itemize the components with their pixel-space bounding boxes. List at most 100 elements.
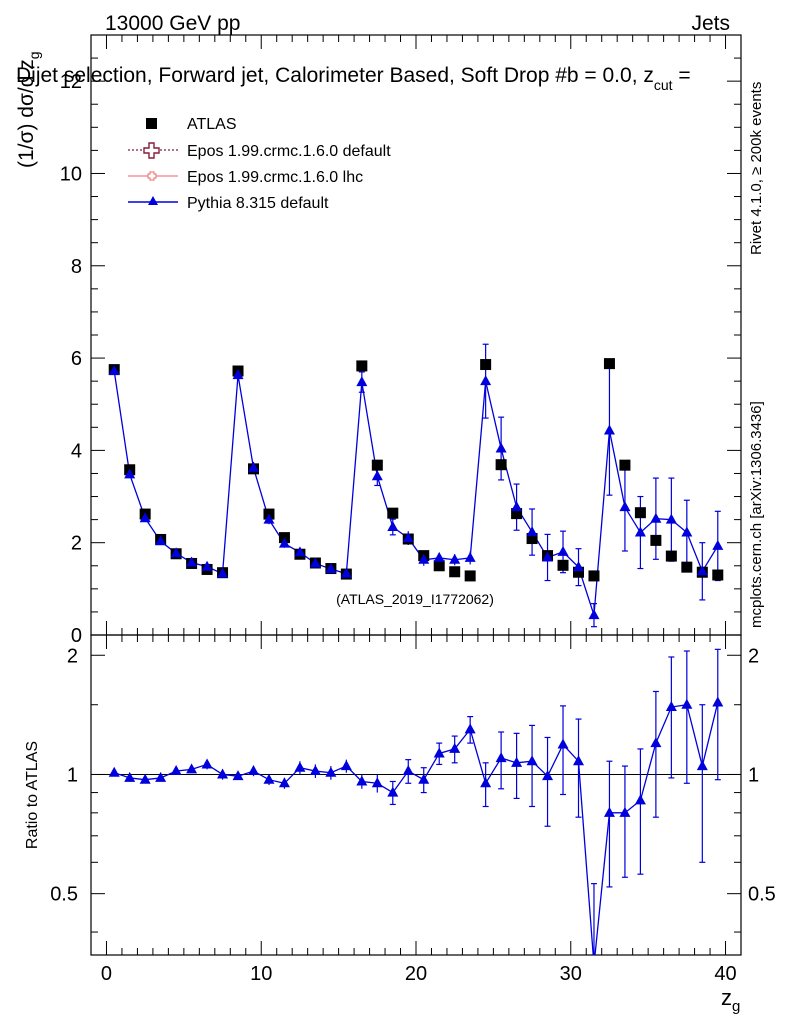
ratio-point bbox=[248, 765, 259, 776]
pythia-point bbox=[124, 468, 136, 479]
ratio-y-tick-label-right: 0.5 bbox=[748, 884, 776, 906]
x-tick-label: 20 bbox=[405, 963, 427, 985]
pythia-point bbox=[511, 501, 523, 512]
ratio-point bbox=[511, 756, 523, 767]
ratio-point bbox=[557, 738, 569, 749]
pythia-point bbox=[155, 535, 167, 546]
atlas-point bbox=[526, 533, 538, 545]
ratio-point bbox=[340, 760, 352, 771]
main-panel-data bbox=[108, 343, 724, 628]
atlas-point bbox=[480, 359, 492, 371]
x-tick-label: 10 bbox=[250, 963, 272, 985]
ratio-point bbox=[309, 765, 321, 776]
pythia-point bbox=[681, 526, 693, 537]
pythia-point bbox=[650, 512, 662, 523]
atlas-point bbox=[619, 459, 631, 471]
atlas-point bbox=[681, 561, 693, 573]
triangle-icon bbox=[148, 196, 158, 205]
y-tick-label: 4 bbox=[71, 440, 82, 462]
atlas-point bbox=[588, 570, 600, 582]
ratio-point bbox=[124, 771, 136, 782]
pythia-point bbox=[371, 470, 383, 481]
pythia-point bbox=[634, 526, 646, 537]
pythia-point bbox=[340, 567, 352, 578]
pythia-point bbox=[325, 563, 337, 573]
svg-text:Epos 1.99.crmc.1.6.0 lhc: Epos 1.99.crmc.1.6.0 lhc bbox=[187, 169, 363, 186]
atlas-point bbox=[665, 550, 677, 562]
x-axis-label: zg bbox=[721, 985, 740, 1015]
pythia-point bbox=[480, 375, 492, 386]
ratio-y-tick-label-right: 1 bbox=[748, 764, 759, 786]
ratio-point bbox=[696, 760, 708, 771]
ratio-point bbox=[139, 773, 151, 784]
pythia-point bbox=[573, 561, 584, 572]
pythia-point bbox=[712, 539, 724, 550]
analysis-watermark: (ATLAS_2019_I1772062) bbox=[336, 591, 494, 607]
ratio-point bbox=[449, 742, 461, 753]
legend-item-epos-default: Epos 1.99.crmc.1.6.0 default bbox=[128, 142, 391, 160]
ratio-point bbox=[495, 752, 507, 763]
ratio-point bbox=[278, 777, 290, 788]
pythia-point bbox=[433, 551, 445, 562]
ratio-point bbox=[588, 959, 599, 969]
ratio-y-axis-label: Ratio to ATLAS bbox=[24, 741, 41, 849]
pythia-point bbox=[542, 551, 554, 562]
ratio-y-tick-label-right: 2 bbox=[748, 645, 759, 667]
atlas-point bbox=[387, 507, 399, 519]
ratio-point bbox=[433, 747, 445, 758]
pythia-point bbox=[402, 532, 414, 543]
ratio-y-tick-label: 1 bbox=[67, 764, 78, 786]
legend: ATLAS Epos 1.99.crmc.1.6.0 default Epos … bbox=[128, 116, 391, 212]
y-tick-label: 8 bbox=[71, 256, 82, 278]
square-icon bbox=[146, 118, 157, 129]
atlas-point bbox=[356, 360, 368, 372]
ratio-point bbox=[294, 761, 306, 772]
ratio-point bbox=[232, 770, 244, 781]
ratio-point bbox=[418, 773, 430, 784]
atlas-point bbox=[511, 508, 523, 520]
pythia-point bbox=[603, 424, 615, 435]
ratio-point bbox=[480, 777, 492, 788]
legend-item-epos-lhc: Epos 1.99.crmc.1.6.0 lhc bbox=[128, 169, 363, 186]
ratio-point bbox=[650, 737, 662, 748]
pythia-point bbox=[418, 553, 430, 564]
ratio-point bbox=[603, 806, 615, 817]
pythia-point bbox=[557, 545, 569, 556]
rivet-version-label: Rivet 4.1.0, ≥ 200k events bbox=[748, 82, 765, 255]
ratio-line bbox=[114, 702, 719, 955]
svg-text:ATLAS: ATLAS bbox=[187, 116, 237, 133]
atlas-point bbox=[573, 566, 584, 578]
legend-item-pythia: Pythia 8.315 default bbox=[128, 195, 329, 212]
ratio-point bbox=[573, 755, 584, 766]
atlas-point bbox=[712, 569, 724, 581]
pythia-line bbox=[113, 370, 719, 616]
svg-text:Epos 1.99.crmc.1.6.0 default: Epos 1.99.crmc.1.6.0 default bbox=[187, 143, 391, 160]
pythia-point bbox=[665, 513, 677, 524]
pythia-point bbox=[356, 376, 368, 387]
data-layer bbox=[108, 343, 724, 969]
y-tick-label: 12 bbox=[60, 71, 82, 93]
pythia-point bbox=[248, 461, 259, 472]
pythia-point bbox=[108, 365, 120, 375]
pythia-point bbox=[309, 557, 321, 568]
pythia-point bbox=[217, 567, 229, 578]
main-y-axis-label: (1/σ) dσ/d zg bbox=[15, 51, 42, 168]
atlas-point bbox=[449, 566, 461, 578]
pythia-point bbox=[495, 442, 507, 453]
atlas-point bbox=[433, 560, 445, 572]
atlas-point bbox=[634, 507, 646, 519]
open-cross-icon bbox=[143, 142, 160, 159]
ratio-point bbox=[387, 786, 399, 797]
ratio-panel-frame bbox=[90, 634, 742, 956]
ratio-point bbox=[619, 806, 631, 817]
ratio-point bbox=[526, 755, 538, 766]
pythia-point bbox=[619, 501, 631, 512]
y-tick-label: 6 bbox=[71, 348, 82, 370]
ratio-point bbox=[108, 766, 120, 777]
pythia-point bbox=[696, 565, 708, 576]
atlas-point bbox=[371, 459, 383, 471]
y-tick-label: 0 bbox=[71, 625, 82, 647]
header-process-label: Jets bbox=[691, 12, 730, 35]
ratio-point bbox=[170, 765, 182, 776]
